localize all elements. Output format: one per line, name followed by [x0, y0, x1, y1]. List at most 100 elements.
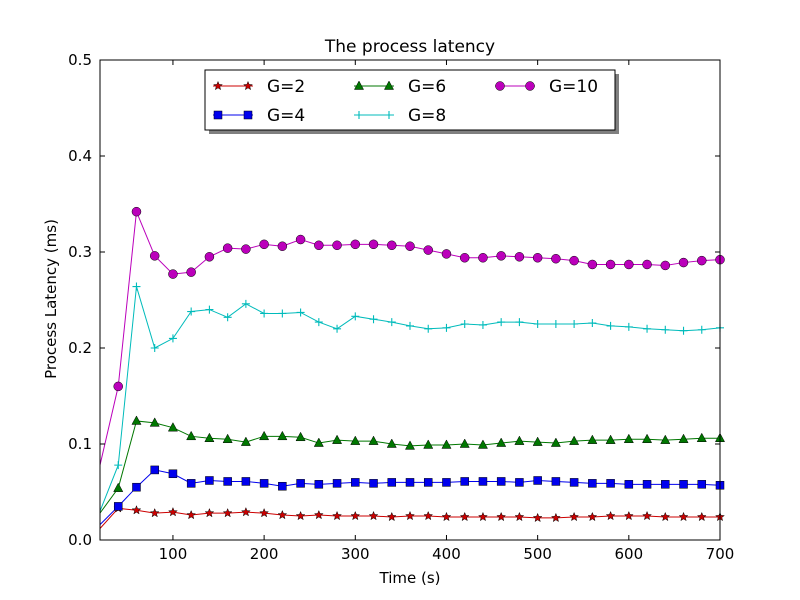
- data-point: [295, 234, 306, 245]
- data-point: [442, 323, 451, 332]
- legend-marker: [243, 80, 253, 91]
- data-point: [514, 511, 525, 522]
- data-point: [679, 480, 688, 489]
- legend-marker: [213, 80, 223, 91]
- data-point: [241, 244, 251, 254]
- data-point: [240, 436, 251, 446]
- data-point: [587, 434, 598, 444]
- data-point: [532, 436, 543, 446]
- legend-marker: [213, 110, 223, 120]
- data-point: [187, 307, 196, 316]
- data-point: [606, 321, 615, 330]
- series-layer: [99, 206, 726, 529]
- data-point: [295, 431, 306, 442]
- data-point: [387, 318, 396, 327]
- data-point: [605, 434, 616, 444]
- x-axis-label: Time (s): [379, 569, 441, 587]
- data-point: [350, 510, 361, 521]
- data-point: [223, 313, 232, 322]
- ticks-layer: 100 200 300 400 500 600 700 0.0 0.1 0.2 0.3 0.4 0.5: [68, 51, 734, 563]
- data-point: [350, 435, 361, 445]
- data-point: [205, 305, 214, 314]
- legend-item: G=6: [353, 77, 446, 97]
- data-point: [569, 435, 580, 445]
- data-point: [478, 320, 487, 329]
- data-point: [369, 315, 378, 324]
- data-point: [333, 324, 342, 333]
- data-point: [459, 253, 470, 263]
- data-point: [405, 241, 415, 251]
- data-point: [661, 325, 670, 334]
- data-point: [332, 434, 343, 444]
- data-point: [642, 510, 653, 521]
- data-point: [696, 432, 707, 442]
- data-point: [241, 477, 251, 486]
- data-point: [368, 510, 379, 521]
- x-tick-label: 300: [341, 545, 370, 563]
- x-tick-label: 500: [523, 545, 552, 563]
- data-point: [259, 507, 270, 518]
- data-point: [660, 511, 671, 522]
- series-G10: [99, 206, 725, 466]
- legend-box: [204, 69, 616, 131]
- data-point: [368, 239, 379, 250]
- legend-marker: [243, 110, 253, 120]
- data-point: [696, 511, 707, 522]
- x-tick-label: 600: [615, 545, 644, 563]
- data-point: [587, 259, 598, 270]
- data-point: [222, 433, 233, 443]
- data-point: [460, 320, 469, 328]
- legend: G=2 G=4 G=6 G=8 G=10: [204, 69, 619, 134]
- data-point: [423, 439, 434, 449]
- data-point: [131, 505, 142, 515]
- data-point: [515, 318, 524, 327]
- data-point: [551, 253, 561, 264]
- data-point: [113, 381, 123, 392]
- data-point: [496, 511, 507, 522]
- data-point: [406, 321, 414, 330]
- data-point: [131, 415, 142, 425]
- data-point: [314, 480, 324, 489]
- data-point: [222, 507, 233, 518]
- plot-frame: [99, 59, 721, 541]
- legend-label: G=8: [408, 106, 446, 126]
- data-point: [624, 480, 634, 489]
- x-tick-label: 400: [432, 545, 461, 563]
- series-G6: [99, 415, 726, 514]
- data-point: [350, 239, 361, 250]
- data-point: [114, 461, 123, 470]
- data-point: [569, 478, 579, 487]
- data-point: [168, 469, 178, 479]
- data-point: [442, 478, 451, 487]
- data-point: [497, 318, 506, 327]
- legend-marker: [355, 111, 363, 119]
- data-point: [679, 326, 688, 335]
- legend-item: G=10: [495, 77, 598, 97]
- data-point: [204, 507, 215, 518]
- data-point: [368, 435, 379, 445]
- data-point: [605, 259, 616, 270]
- legend-marker: [353, 80, 365, 90]
- legend-item: G=4: [213, 106, 305, 126]
- data-point: [460, 477, 469, 486]
- data-point: [697, 325, 706, 334]
- data-point: [277, 241, 288, 251]
- data-point: [113, 482, 124, 492]
- data-point: [588, 319, 597, 328]
- data-point: [313, 509, 324, 520]
- data-point: [277, 509, 288, 520]
- data-point: [223, 477, 232, 486]
- data-point: [678, 433, 689, 443]
- data-point: [606, 479, 615, 488]
- data-point: [369, 479, 378, 488]
- y-tick-label: 0.0: [68, 531, 92, 549]
- x-tick-label: 200: [250, 545, 279, 563]
- data-point: [532, 253, 543, 263]
- data-point: [386, 438, 397, 448]
- data-point: [678, 511, 689, 522]
- data-point: [550, 437, 561, 447]
- data-point: [150, 344, 159, 352]
- legend-marker: [525, 81, 535, 91]
- data-point: [441, 249, 452, 259]
